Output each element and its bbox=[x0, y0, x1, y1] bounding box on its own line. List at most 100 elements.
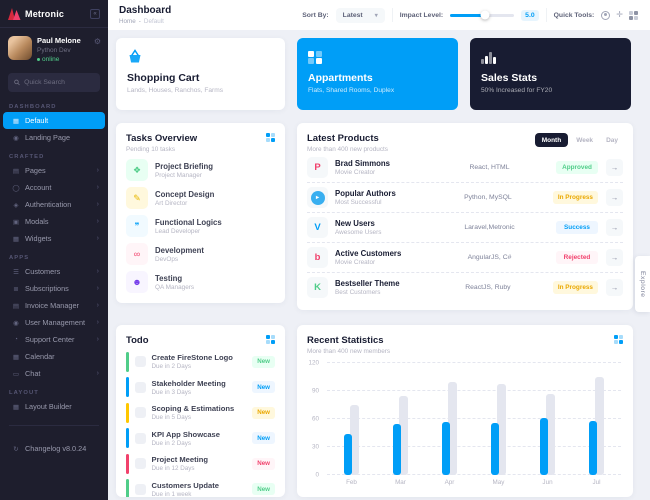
status-badge: Success bbox=[556, 221, 598, 234]
chevron-right-icon: › bbox=[96, 336, 99, 343]
explore-button[interactable]: Explore bbox=[635, 256, 650, 312]
row-arrow-button[interactable]: → bbox=[606, 219, 623, 236]
search-box[interactable] bbox=[8, 73, 100, 92]
blue-bars-mar bbox=[393, 423, 401, 475]
task-item[interactable]: ☻ Testing QA Managers bbox=[126, 271, 275, 293]
sidebar-item-authentication[interactable]: ◈ Authentication › bbox=[13, 200, 100, 209]
impact-slider[interactable] bbox=[450, 10, 515, 20]
chart-plot-area bbox=[327, 362, 621, 475]
status-badge: Rejected bbox=[556, 251, 598, 264]
sidebar-item-layout-builder[interactable]: ▦ Layout Builder bbox=[12, 402, 72, 411]
appartments-card: Appartments Flats, Shared Rooms, Duplex bbox=[297, 38, 458, 110]
search-input[interactable] bbox=[24, 79, 94, 86]
sidebar-item-support-center[interactable]: ◔ Support Center › bbox=[3, 331, 105, 348]
brand-name: Metronic bbox=[25, 9, 65, 19]
tab-day[interactable]: Day bbox=[606, 136, 618, 144]
task-item[interactable]: ✎ Concept Design Art Director bbox=[126, 187, 275, 209]
todo-checkbox[interactable] bbox=[134, 381, 146, 393]
task-item[interactable]: ∞ Development DevOps bbox=[126, 243, 275, 265]
priority-bar bbox=[126, 402, 129, 423]
priority-bar bbox=[126, 428, 129, 448]
todo-item: Customers Update Due in 1 week New bbox=[126, 479, 275, 497]
sidebar-item-changelog[interactable]: ↻ Changelog v8.0.24 bbox=[13, 444, 87, 453]
user-tool-icon[interactable] bbox=[601, 10, 611, 20]
todo-checkbox[interactable] bbox=[134, 432, 146, 444]
blue-bars-may bbox=[491, 422, 499, 475]
bar-group-apr bbox=[425, 363, 474, 475]
impact-value: 5.0 bbox=[521, 9, 539, 21]
slider-handle[interactable] bbox=[480, 10, 490, 20]
chevron-right-icon: › bbox=[96, 285, 99, 292]
shopping-cart-card: Shopping Cart Lands, Houses, Ranchos, Fa… bbox=[116, 38, 285, 110]
move-tool-icon[interactable]: ✛ bbox=[616, 10, 623, 19]
new-badge: New bbox=[252, 355, 275, 368]
card-menu-icon[interactable] bbox=[266, 133, 275, 142]
bebo-icon: b bbox=[307, 247, 328, 268]
blue-bars-apr bbox=[442, 421, 450, 475]
apps-grid-icon[interactable] bbox=[629, 10, 638, 20]
grid-squares-icon bbox=[308, 50, 322, 64]
tab-week[interactable]: Week bbox=[576, 136, 594, 144]
gear-icon[interactable]: ⚙ bbox=[93, 37, 101, 46]
bar-chart: 0 30 60 90 120 Feb Mar Apr May Jun Jul bbox=[307, 360, 623, 489]
design-icon: ✎ bbox=[126, 187, 148, 209]
todo-checkbox[interactable] bbox=[134, 483, 146, 495]
section-title-apps: APPS bbox=[9, 255, 30, 261]
sidebar-item-pages[interactable]: ▤ Pages › bbox=[12, 166, 99, 175]
online-dot-icon bbox=[37, 58, 40, 61]
chevron-right-icon: › bbox=[96, 370, 99, 377]
task-item[interactable]: ❞ Functional Logics Lead Developer bbox=[126, 215, 275, 237]
row-arrow-button[interactable]: → bbox=[606, 279, 623, 296]
stats-title: Recent Statistics bbox=[307, 335, 384, 346]
metronic-logo-icon bbox=[8, 8, 21, 20]
sidebar-item-default[interactable]: ▦ Default bbox=[3, 112, 105, 129]
task-item[interactable]: ❖ Project Briefing Project Manager bbox=[126, 159, 275, 181]
bar-group-jul bbox=[572, 363, 621, 475]
sidebar-item-landing-page[interactable]: ◉ Landing Page bbox=[13, 133, 71, 142]
avatar[interactable] bbox=[8, 36, 32, 60]
plurk-icon: P bbox=[307, 157, 328, 178]
priority-bar bbox=[126, 377, 129, 397]
section-title-dashboard: DASHBOARD bbox=[9, 104, 57, 110]
row-arrow-button[interactable]: → bbox=[606, 249, 623, 266]
todo-item: Create FireStone Logo Due in 2 Days New bbox=[126, 351, 275, 372]
todo-checkbox[interactable] bbox=[134, 356, 146, 367]
shopping-basket-icon bbox=[129, 49, 141, 63]
chevron-down-icon: ▾ bbox=[374, 12, 378, 19]
bar-group-mar bbox=[376, 363, 425, 475]
divider bbox=[391, 8, 393, 22]
todo-checkbox[interactable] bbox=[134, 407, 146, 418]
chevron-right-icon: › bbox=[96, 268, 99, 275]
kickstarter-icon: K bbox=[307, 277, 328, 298]
gray-bars-jun bbox=[546, 393, 555, 475]
tasks-title: Tasks Overview bbox=[126, 133, 198, 144]
new-badge: New bbox=[252, 457, 275, 470]
stats-subtitle: More than 400 new members bbox=[307, 348, 391, 355]
sidebar-item-account[interactable]: ◯ Account › bbox=[12, 183, 99, 192]
user-status: online bbox=[37, 56, 81, 63]
sidebar-item-invoice-manager[interactable]: ▤ Invoice Manager › bbox=[12, 301, 99, 310]
todo-checkbox[interactable] bbox=[134, 458, 146, 469]
invoice-manager-icon: ▤ bbox=[12, 302, 20, 310]
sidebar-collapse-icon[interactable]: « bbox=[90, 9, 100, 19]
sidebar-item-chat[interactable]: ▭ Chat › bbox=[12, 369, 99, 378]
card-menu-icon[interactable] bbox=[266, 335, 275, 344]
sidebar-item-calendar[interactable]: ▦ Calendar bbox=[12, 352, 55, 361]
breadcrumb-home[interactable]: Home bbox=[119, 18, 136, 25]
card-title: Appartments bbox=[308, 72, 373, 84]
blue-bars-jun bbox=[540, 418, 548, 475]
tab-month[interactable]: Month bbox=[534, 133, 569, 147]
sidebar-item-customers[interactable]: ☰ Customers › bbox=[13, 267, 99, 276]
sidebar-item-modals[interactable]: ▣ Modals › bbox=[12, 217, 99, 226]
product-row: b Active Customers Movie Creator Angular… bbox=[307, 243, 623, 273]
sidebar-item-user-management[interactable]: ◉ User Management › bbox=[13, 318, 99, 327]
sidebar-item-subscriptions[interactable]: ≣ Subscriptions › bbox=[13, 284, 99, 293]
sort-select[interactable]: Latest ▾ bbox=[335, 7, 385, 23]
products-subtitle: More than 400 new products bbox=[307, 146, 388, 153]
row-arrow-button[interactable]: → bbox=[606, 159, 623, 176]
sidebar-item-widgets[interactable]: ▦ Widgets › bbox=[12, 234, 99, 243]
row-arrow-button[interactable]: → bbox=[606, 189, 623, 206]
product-row: V New Users Awesome Users Laravel,Metron… bbox=[307, 213, 623, 243]
pages-icon: ▤ bbox=[12, 167, 20, 175]
card-menu-icon[interactable] bbox=[614, 335, 623, 344]
